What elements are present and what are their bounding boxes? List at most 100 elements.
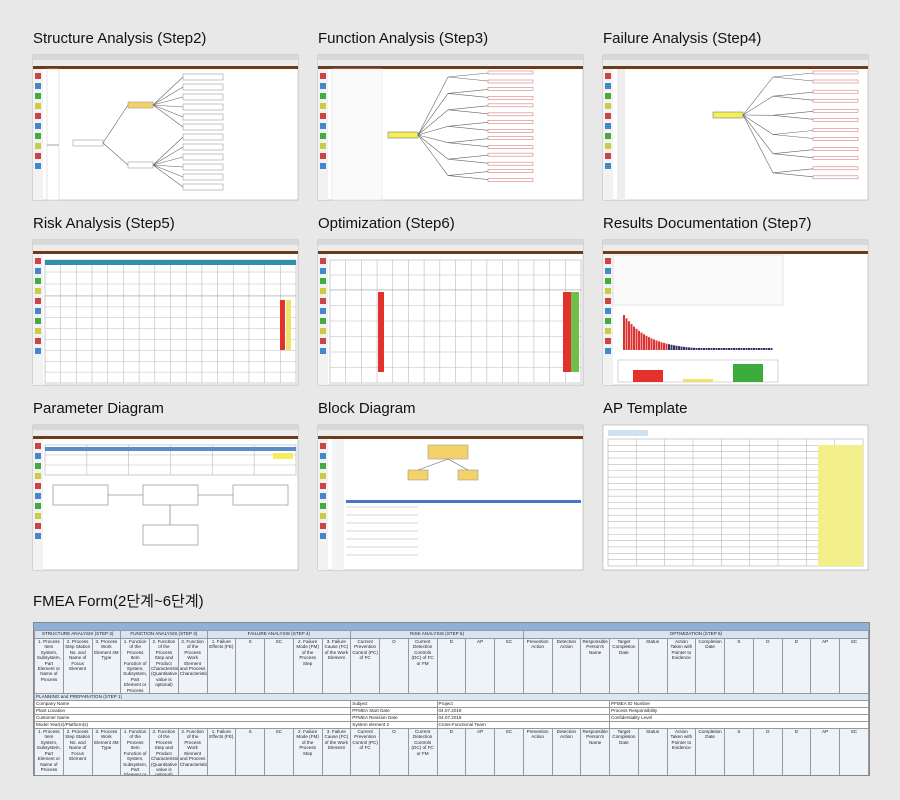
cell: Action Taken with Pointer to Evidence: [666, 637, 697, 695]
shape: [605, 73, 611, 79]
shape: [487, 136, 534, 140]
row: Company Name Subject Project PFMEA ID Numbe…: [34, 700, 869, 709]
shape: [318, 436, 583, 439]
cell: Target Completion Date: [609, 637, 639, 695]
cell: SC: [494, 728, 524, 775]
connector: [102, 142, 129, 166]
shape: [35, 318, 41, 324]
cell: SC: [839, 637, 869, 695]
shape: [320, 493, 326, 499]
shape: [318, 60, 583, 66]
connector: [152, 96, 184, 106]
shape: [603, 240, 868, 245]
shape: [320, 163, 326, 169]
shape: [640, 332, 643, 350]
panel-title: AP Template: [603, 400, 688, 417]
cell: PLANNING and PREPARATION (STEP 1): [34, 693, 869, 702]
connector: [772, 95, 814, 101]
shape: [318, 240, 583, 245]
cell: OPTIMIZATION (STEP 6): [522, 630, 869, 639]
cell: AP: [810, 728, 840, 775]
cell: Current Prevention Control (PC) of FC: [350, 637, 380, 695]
shape: [675, 345, 678, 350]
cell: AP: [465, 637, 495, 695]
shape: [182, 153, 224, 161]
shape: [332, 439, 344, 570]
cell: 2. Process Step Station No. and Name of …: [62, 728, 93, 775]
shape: [487, 79, 534, 84]
connector: [152, 104, 184, 118]
shape: [320, 113, 326, 119]
shape: [35, 443, 41, 449]
shape: [320, 308, 326, 314]
cell: O: [752, 637, 783, 695]
connector: [772, 168, 814, 174]
cell: Current Prevention Control (PC) of FC: [350, 728, 380, 775]
shape: [33, 55, 298, 60]
shape: [705, 348, 708, 350]
shape: [320, 83, 326, 89]
shape: [182, 73, 224, 81]
connector: [447, 158, 489, 164]
cell: D: [436, 637, 467, 695]
shape: [760, 348, 763, 350]
shape: [748, 348, 750, 350]
connector: [447, 171, 489, 176]
shape: [603, 60, 868, 66]
shape: [623, 315, 625, 350]
cell: AP: [465, 728, 495, 775]
shape: [182, 133, 224, 141]
cell: Process Responsibility: [609, 707, 869, 716]
connector: [447, 154, 489, 160]
shape: [182, 163, 224, 171]
shape: [763, 348, 765, 350]
row: 1. Process Item System, Subsystem, Part …: [34, 728, 869, 775]
shape: [693, 347, 695, 350]
connector: [772, 130, 814, 135]
shape: [52, 484, 109, 506]
shape: [812, 118, 859, 122]
connector: [152, 76, 184, 106]
connector: [772, 149, 814, 154]
shape: [72, 139, 104, 147]
shape: [733, 348, 735, 350]
cell: Plant Location: [34, 707, 352, 716]
shape: [320, 318, 326, 324]
panel-title: Function Analysis (Step3): [318, 30, 489, 47]
cell: Completion Date: [695, 728, 725, 775]
shape: [605, 133, 611, 139]
cell: D: [436, 728, 467, 775]
connector: [742, 114, 774, 135]
connector: [417, 76, 449, 136]
shape: [605, 153, 611, 159]
fmea-table: STRUCTURE ANALYSIS (STEP 2) FUNCTION ANAL…: [34, 630, 869, 775]
shape: [688, 347, 690, 350]
shape: [713, 348, 715, 350]
shape: [665, 343, 668, 350]
shape: [407, 469, 429, 481]
shape: [765, 348, 768, 350]
shape: [725, 348, 728, 350]
panel-title: Parameter Diagram: [33, 400, 164, 417]
shape: [603, 251, 868, 254]
shape: [630, 324, 633, 350]
shape: [320, 258, 326, 264]
cell: Status: [637, 637, 668, 695]
connector: [447, 125, 489, 131]
connector: [417, 134, 449, 176]
shape: [320, 443, 326, 449]
cell: 1. Function of the Process Item Function…: [120, 637, 150, 695]
shape: [633, 326, 635, 350]
shape: [678, 346, 680, 350]
connector: [742, 95, 774, 116]
cell: 1. Process Item System, Subsystem, Part …: [34, 728, 64, 775]
connector: [447, 138, 489, 144]
shape: [617, 69, 625, 200]
shape: [45, 260, 296, 265]
cell: RISK ANALYSIS (STEP 5): [350, 630, 524, 639]
connector: [742, 114, 774, 173]
shape: [812, 89, 859, 94]
shape: [320, 328, 326, 334]
cell: 1. Process Item System, Subsystem, Part …: [34, 637, 64, 695]
